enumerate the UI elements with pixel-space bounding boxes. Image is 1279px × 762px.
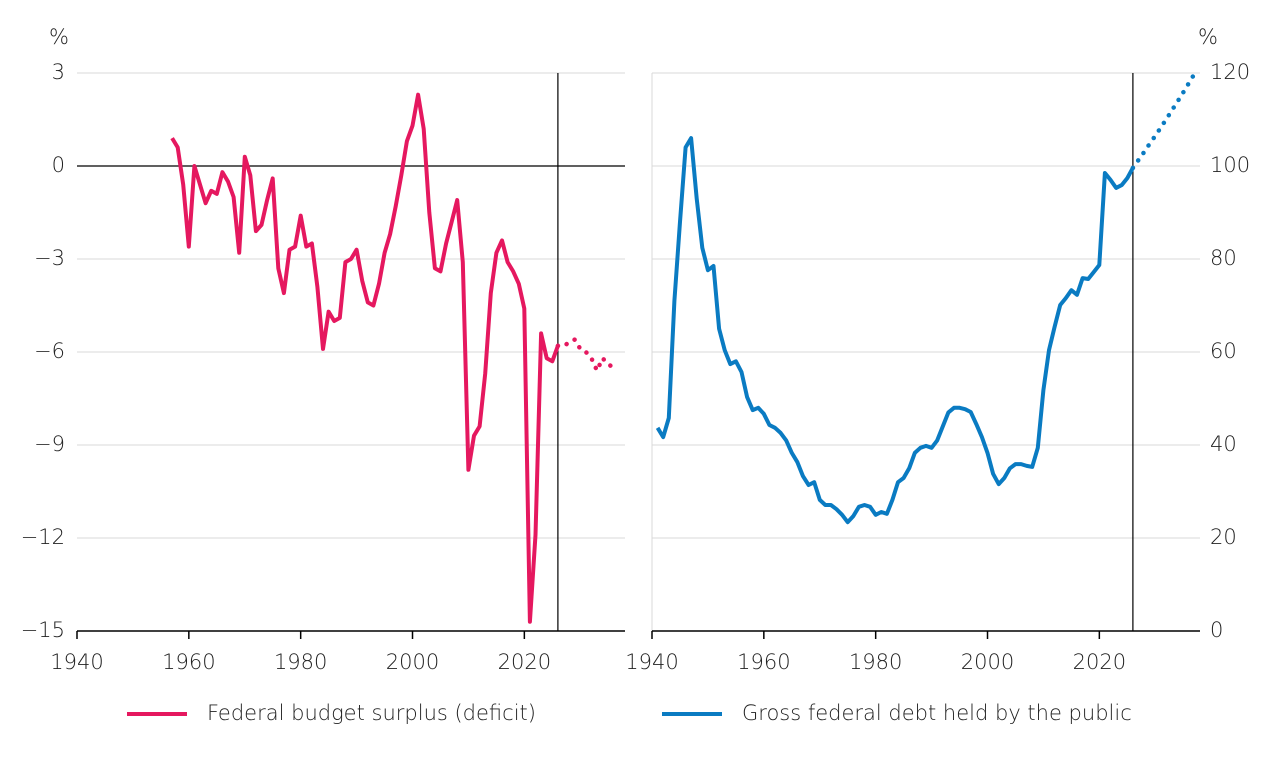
x-tick-label: 1980	[849, 650, 902, 674]
y-unit: %	[49, 25, 69, 49]
y-unit: %	[1198, 25, 1218, 49]
y-tick-label: −6	[34, 339, 65, 363]
y-tick-label: 100	[1210, 153, 1250, 177]
data-line	[555, 337, 617, 373]
data-line	[170, 92, 560, 624]
x-tick-label: 2000	[386, 650, 439, 674]
x-tick-label: 1940	[625, 650, 678, 674]
y-tick-label: −3	[34, 246, 65, 270]
x-tick-label: 1940	[50, 650, 103, 674]
y-tick-label: 120	[1210, 60, 1250, 84]
x-tick-label: 1960	[737, 650, 790, 674]
legend-label: Gross federal debt held by the public	[742, 701, 1132, 725]
x-tick-label: 2020	[1073, 650, 1126, 674]
y-tick-label: 60	[1210, 339, 1237, 363]
y-tick-label: 20	[1210, 525, 1237, 549]
y-tick-label: 0	[52, 153, 65, 177]
x-tick-label: 2000	[961, 650, 1014, 674]
data-line	[655, 136, 1135, 525]
legend-label: Federal budget surplus (deficit)	[207, 701, 536, 725]
y-tick-label: −9	[34, 432, 65, 456]
x-tick-label: 1980	[274, 650, 327, 674]
x-tick-label: 1960	[162, 650, 215, 674]
y-tick-label: 3	[52, 60, 65, 84]
y-tick-label: 40	[1210, 432, 1237, 456]
y-tick-label: 0	[1210, 618, 1223, 642]
y-tick-label: −15	[21, 618, 65, 642]
data-line	[1130, 71, 1197, 171]
y-tick-label: −12	[21, 525, 65, 549]
y-tick-label: 80	[1210, 246, 1237, 270]
x-tick-label: 2020	[498, 650, 551, 674]
